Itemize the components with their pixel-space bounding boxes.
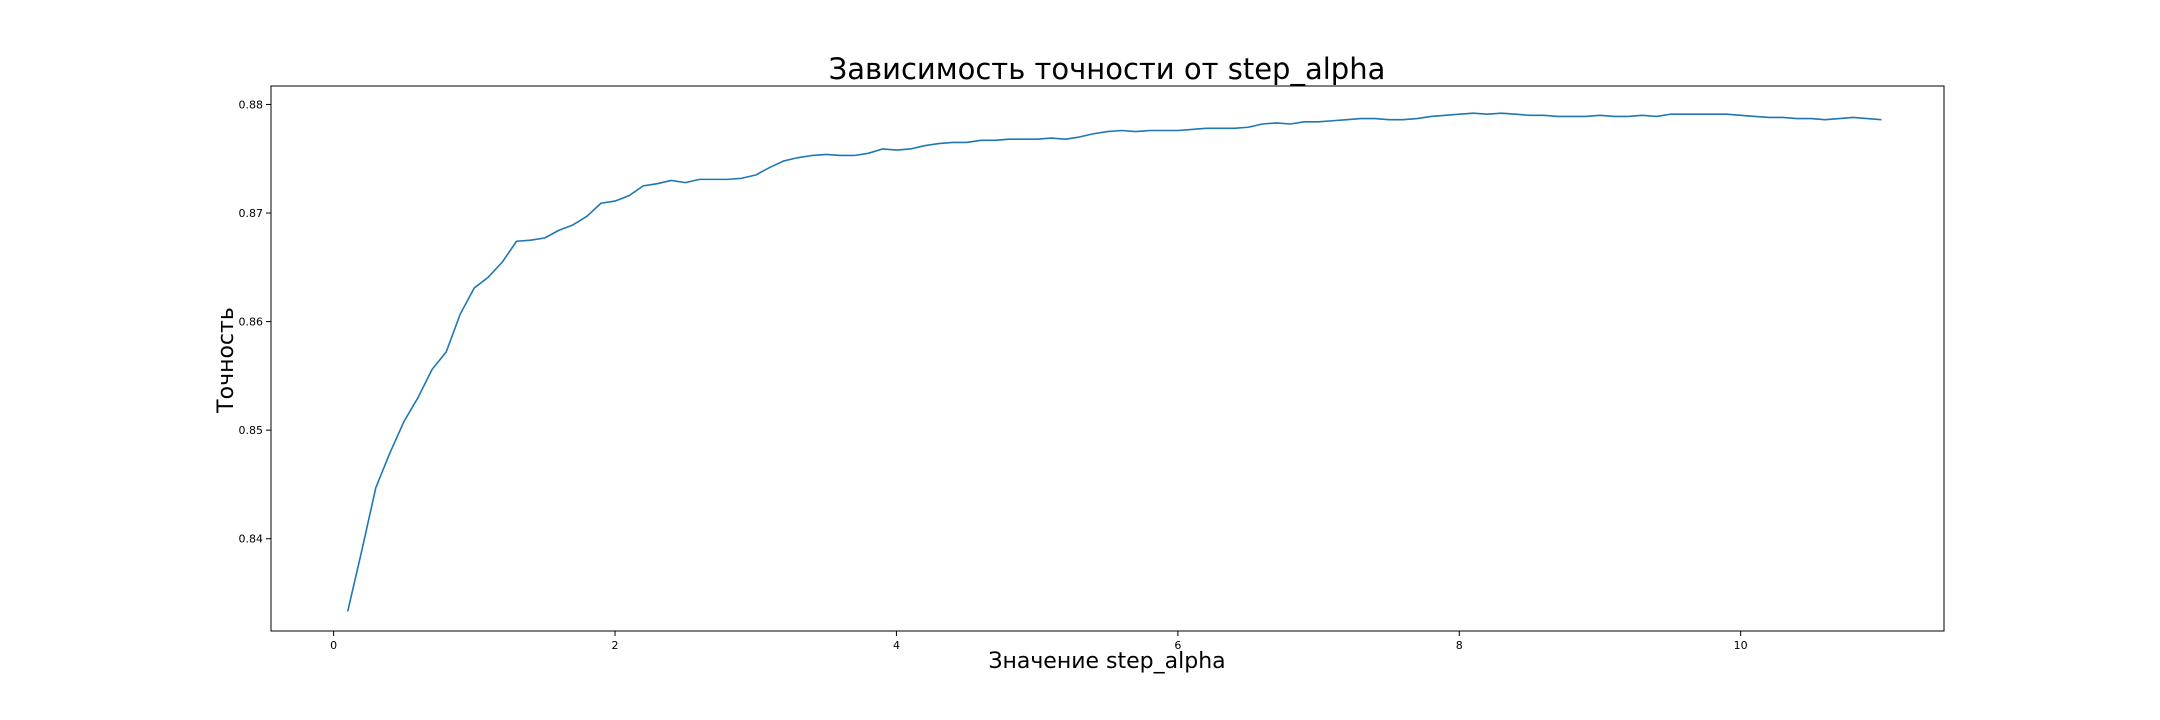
series-line-0 xyxy=(346,112,1882,612)
y-tick-label-0.87: 0.87 xyxy=(239,207,264,220)
y-tick-label-0.85: 0.85 xyxy=(239,424,264,437)
chart-title: Зависимость точности от step_alpha xyxy=(829,52,1386,86)
y-tick-label-0.84: 0.84 xyxy=(239,533,264,546)
y-tick-label-0.86: 0.86 xyxy=(239,316,264,329)
plot-area: 0 2 4 6 8 10 0.84 0.85 0.86 0.87 0.88 xyxy=(239,85,1945,652)
x-tick-label-4: 4 xyxy=(893,639,900,652)
x-tick-label-2: 2 xyxy=(612,639,619,652)
x-tick-label-0: 0 xyxy=(330,639,337,652)
y-tick-label-0.88: 0.88 xyxy=(239,98,264,111)
x-tick-label-6: 6 xyxy=(1174,639,1181,652)
x-tick-label-10: 10 xyxy=(1734,639,1748,652)
x-tick-label-8: 8 xyxy=(1456,639,1463,652)
x-axis-label: Значение step_alpha xyxy=(988,649,1225,674)
axes-frame xyxy=(270,85,1945,632)
y-axis-label: Точность xyxy=(214,307,239,414)
